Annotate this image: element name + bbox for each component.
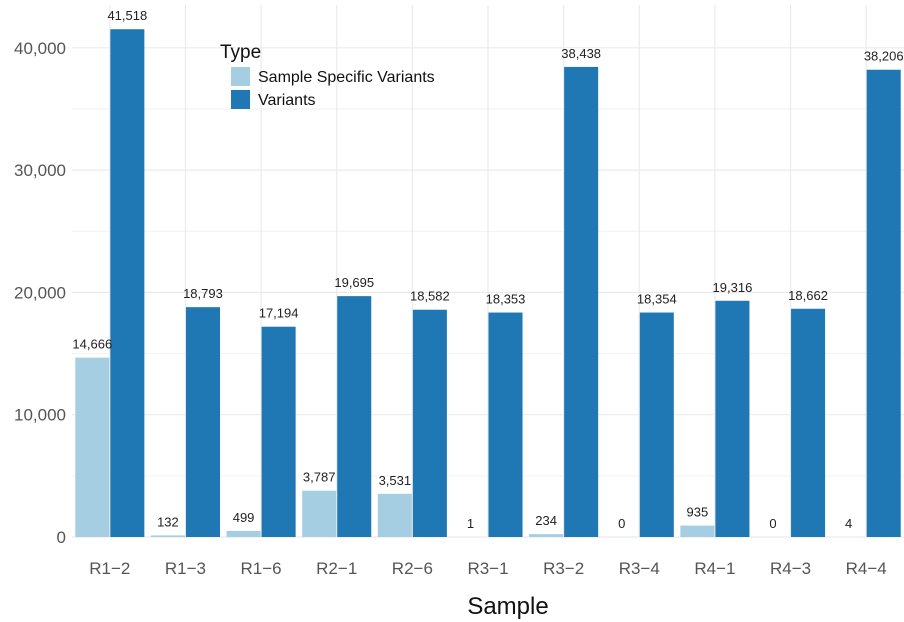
bar-value-label: 3,787 <box>303 470 336 485</box>
x-tick-label: R3−1 <box>467 559 508 578</box>
x-tick-label: R2−1 <box>316 559 357 578</box>
x-axis-title: Sample <box>467 593 548 620</box>
bars <box>75 29 901 538</box>
bar-variants <box>488 312 523 537</box>
bar-value-label: 18,354 <box>637 292 677 307</box>
bar-value-label: 3,531 <box>379 473 412 488</box>
x-tick-label: R2−6 <box>392 559 433 578</box>
x-tick-label: R3−4 <box>619 559 660 578</box>
bar-value-label: 19,316 <box>713 280 753 295</box>
bar-variants <box>791 308 826 537</box>
x-axis-tick-labels: R1−2 R1−3 R1−6 R2−1 R2−6 R3−1 R3−2 R3−4 R4−1 R4−3… <box>89 559 886 578</box>
bar-value-label: 1 <box>467 516 474 531</box>
x-tick-label: R1−6 <box>241 559 282 578</box>
bar-variants <box>564 66 599 537</box>
bar-variants <box>110 29 145 538</box>
legend-label: Variants <box>258 92 316 109</box>
y-tick-label: 30,000 <box>14 161 66 180</box>
bar-value-label: 14,666 <box>72 337 112 352</box>
bar-sample-specific-variants <box>226 530 261 537</box>
legend-swatch <box>231 90 250 109</box>
bar-value-label: 132 <box>157 514 179 529</box>
bar-value-label: 18,353 <box>486 292 526 307</box>
bar-variants <box>412 309 447 537</box>
y-tick-label: 20,000 <box>14 283 66 302</box>
x-tick-label: R1−2 <box>89 559 130 578</box>
bar-value-label: 499 <box>233 510 255 525</box>
bar-sample-specific-variants <box>302 490 337 537</box>
bar-value-label: 0 <box>618 516 625 531</box>
bar-sample-specific-variants <box>75 357 110 537</box>
y-tick-label: 40,000 <box>14 39 66 58</box>
bar-sample-specific-variants <box>377 493 412 537</box>
bar-value-label: 18,582 <box>410 289 450 304</box>
legend-swatch <box>231 67 250 86</box>
bar-value-label: 19,695 <box>334 275 374 290</box>
bar-sample-specific-variants <box>529 534 564 537</box>
bar-value-label: 38,438 <box>561 46 601 61</box>
x-tick-label: R1−3 <box>165 559 206 578</box>
bar-value-label: 41,518 <box>107 8 147 23</box>
x-tick-label: R3−2 <box>543 559 584 578</box>
legend: Type Sample Specific Variants Variants <box>220 42 435 109</box>
bar-value-label: 0 <box>769 516 776 531</box>
x-tick-label: R4−4 <box>846 559 887 578</box>
bar-value-label: 18,662 <box>788 288 828 303</box>
y-tick-label: 10,000 <box>14 406 66 425</box>
bar-variants <box>715 300 750 537</box>
bar-value-label: 935 <box>687 505 709 520</box>
legend-label: Sample Specific Variants <box>258 69 435 86</box>
bar-variants <box>639 312 674 537</box>
bar-sample-specific-variants <box>150 535 185 537</box>
bar-value-label: 234 <box>535 513 557 528</box>
y-axis-tick-labels: 0 10,000 20,000 30,000 40,000 <box>14 39 66 547</box>
bar-variants <box>185 307 220 537</box>
bar-value-label: 38,206 <box>864 49 904 64</box>
x-tick-label: R4−3 <box>770 559 811 578</box>
data-labels: 14,666 41,518 132 18,793 499 17,194 3,787 19,69… <box>72 8 903 531</box>
bar-value-label: 18,793 <box>183 286 223 301</box>
legend-title: Type <box>220 42 261 63</box>
bar-variants <box>261 326 296 537</box>
bar-value-label: 17,194 <box>259 306 299 321</box>
bar-variants <box>337 296 372 537</box>
bar-variants <box>866 69 901 538</box>
major-gridlines <box>72 5 904 538</box>
y-tick-label: 0 <box>57 528 66 547</box>
bar-sample-specific-variants <box>680 525 715 537</box>
bar-value-label: 4 <box>845 516 852 531</box>
x-tick-label: R4−1 <box>694 559 735 578</box>
